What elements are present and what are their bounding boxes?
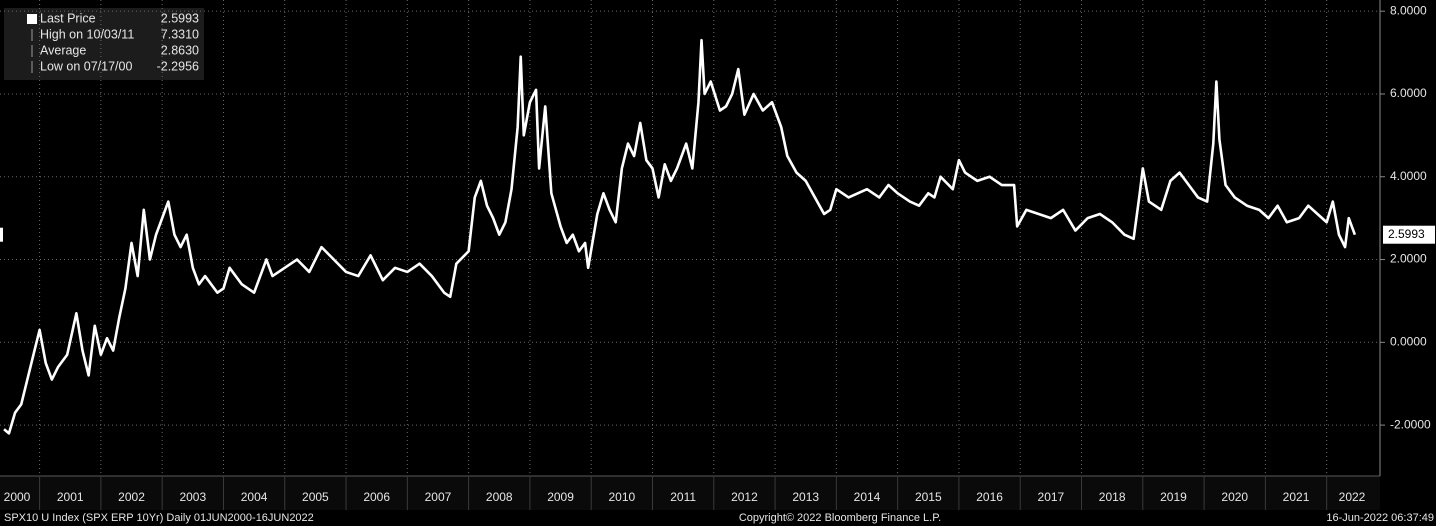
- y-tick-label: 4.0000: [1390, 169, 1427, 183]
- legend-label: Last Price: [40, 11, 96, 25]
- x-tick-label: 2018: [1099, 490, 1126, 504]
- x-tick-label: 2017: [1038, 490, 1065, 504]
- x-axis-band: [0, 476, 1380, 510]
- x-tick-label: 2010: [608, 490, 635, 504]
- x-tick-label: 2016: [976, 490, 1003, 504]
- legend-label: Average: [40, 43, 86, 57]
- x-tick-label: 2006: [363, 490, 390, 504]
- x-tick-label: 2007: [425, 490, 452, 504]
- price-line: [3, 38, 1357, 435]
- legend-label: High on 10/03/11: [40, 27, 134, 41]
- legend-label: Low on 07/17/00: [40, 59, 132, 73]
- y-tick-label: 6.0000: [1390, 86, 1427, 100]
- y-tick-label: 2.0000: [1390, 252, 1427, 266]
- legend-swatch: [27, 14, 37, 24]
- x-tick-label: 2011: [670, 490, 696, 504]
- legend-box: [4, 8, 204, 80]
- legend-value: 2.8630: [161, 43, 199, 57]
- x-tick-label: 2019: [1160, 490, 1187, 504]
- x-tick-label: 2022: [1339, 490, 1366, 504]
- x-tick-label: 2015: [915, 490, 942, 504]
- y-tick-label: -2.0000: [1390, 417, 1431, 431]
- x-tick-label: 2005: [302, 490, 329, 504]
- x-tick-label: 2014: [854, 490, 881, 504]
- legend-value: 7.3310: [161, 27, 199, 41]
- x-tick-label: 2021: [1283, 490, 1310, 504]
- x-tick-label: 2002: [118, 490, 145, 504]
- x-tick-label: 2001: [57, 490, 84, 504]
- x-tick-label: 2013: [792, 490, 819, 504]
- y-tick-label: 0.0000: [1390, 334, 1427, 348]
- x-tick-label: 2000: [4, 490, 31, 504]
- x-tick-label: 2009: [547, 490, 574, 504]
- legend-value: -2.2956: [157, 59, 199, 73]
- last-price-marker: [0, 227, 3, 242]
- x-tick-label: 2012: [731, 490, 758, 504]
- y-tick-label: 8.0000: [1390, 3, 1427, 17]
- x-tick-label: 2004: [241, 490, 268, 504]
- x-tick-label: 2003: [179, 490, 206, 504]
- last-price-tag-label: 2.5993: [1388, 227, 1425, 241]
- footer-left: SPX10 U Index (SPX ERP 10Yr) Daily 01JUN…: [4, 512, 314, 524]
- legend-value: 2.5993: [161, 11, 199, 25]
- footer-right: 16-Jun-2022 06:37:49: [1326, 512, 1434, 524]
- footer-center: Copyright© 2022 Bloomberg Finance L.P.: [739, 512, 941, 524]
- x-tick-label: 2020: [1221, 490, 1248, 504]
- x-tick-label: 2008: [486, 490, 513, 504]
- last-price-tag: [1383, 225, 1435, 244]
